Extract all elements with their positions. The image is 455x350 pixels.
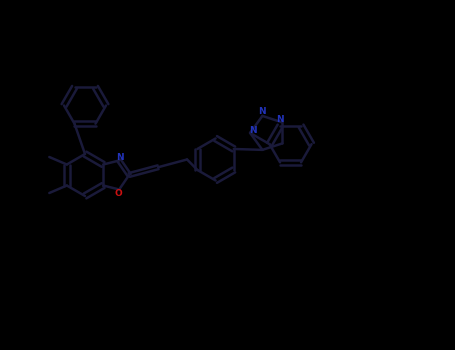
- Text: N: N: [276, 116, 283, 124]
- Text: O: O: [114, 189, 122, 197]
- Text: N: N: [116, 153, 124, 162]
- Text: N: N: [249, 126, 256, 135]
- Text: N: N: [258, 107, 266, 117]
